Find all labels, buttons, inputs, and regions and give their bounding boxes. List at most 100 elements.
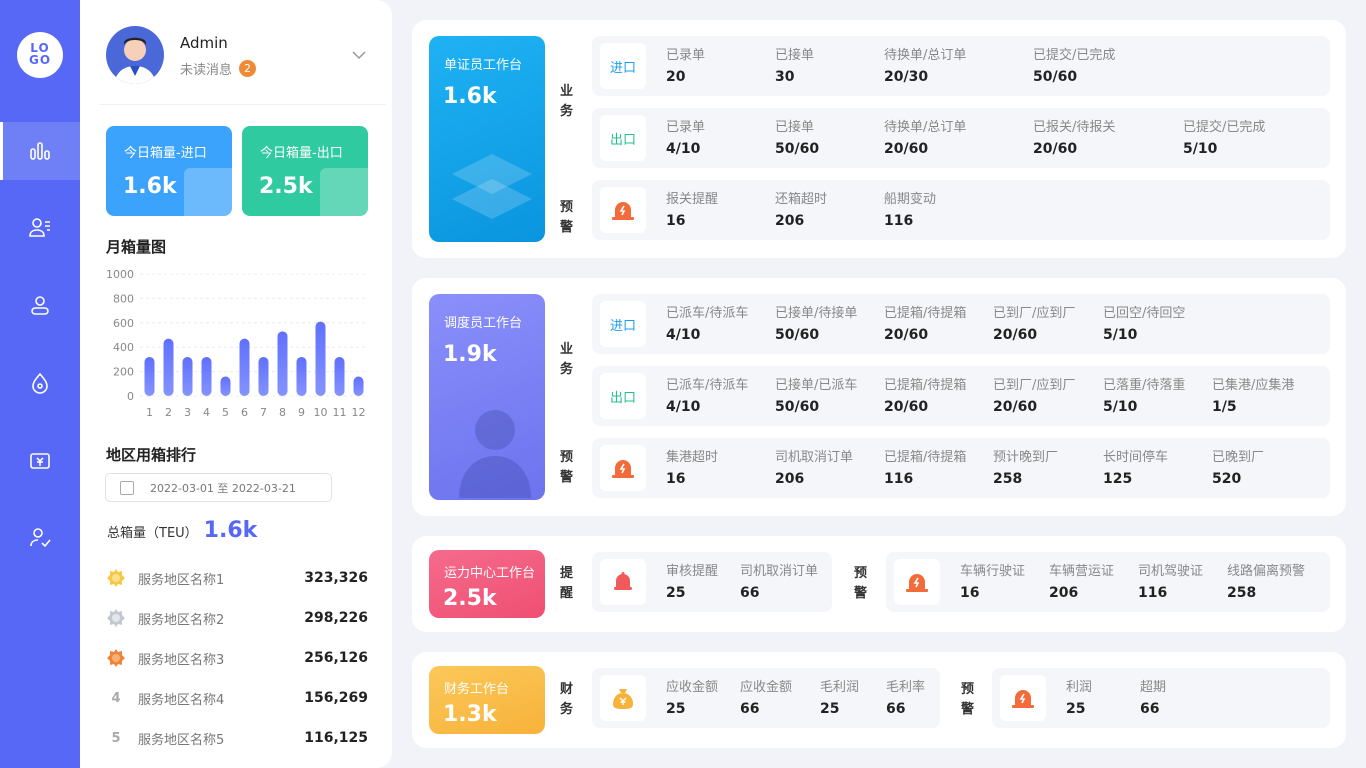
stat-cell[interactable]: 已提箱/待提箱 116 [884,446,966,487]
stat-label: 已回空/待回空 [1103,306,1186,321]
biz-label: 业务 [560,84,574,119]
stat-cell[interactable]: 线路偏离预警 258 [1227,560,1305,601]
doc-desk-panel: 单证员工作台 1.6k 业务 预警 进口 已录单 20 已接单 30 待换单/总订单… [412,20,1346,258]
calendar-icon [120,481,134,495]
chart-bar[interactable] [277,331,288,396]
stat-label: 已接单 [775,48,815,63]
stat-cell[interactable]: 已落重/待落重 5/10 [1103,374,1185,415]
stat-cell[interactable]: 审核提醒 25 [666,560,718,601]
stat-cell[interactable]: 已接单/已派车 50/60 [775,374,857,415]
stat-cell[interactable]: 已接单 30 [775,44,814,85]
chart-bar[interactable] [163,338,174,396]
stat-label: 长时间停车 [1103,450,1169,465]
chart-bar[interactable] [144,356,155,396]
stat-cell[interactable]: 已录单 4/10 [666,116,705,157]
stat-cell[interactable]: 已回空/待回空 5/10 [1103,302,1185,343]
stat-cell[interactable]: 已接单/待接单 50/60 [775,302,857,343]
nav-dashboard[interactable] [0,122,80,180]
stat-value: 25 [666,585,686,601]
stat-cell[interactable]: 已提箱/待提箱 20/60 [884,374,966,415]
stat-cell[interactable]: 报关提醒 16 [666,188,718,229]
stat-cell[interactable]: 已报关/待报关 20/60 [1033,116,1115,157]
date-range-picker[interactable]: 2022-03-01 至 2022-03-21 [105,473,332,502]
chevron-down-icon[interactable] [352,50,366,60]
stat-cell[interactable]: 已派车/待派车 4/10 [666,302,748,343]
user-name: Admin [180,34,228,52]
stat-value: 5/10 [1183,141,1218,157]
chart-bar[interactable] [353,376,364,396]
stat-cell[interactable]: 车辆营运证 206 [1049,560,1114,601]
stat-value: 258 [993,471,1023,487]
nav-profile[interactable] [0,276,80,334]
doc-desk-card[interactable]: 单证员工作台 1.6k [429,36,545,242]
stat-cell[interactable]: 应收金额 25 [666,676,718,717]
chart-bar[interactable] [258,356,269,396]
bar-chart-icon [30,142,50,160]
chart-bar[interactable] [182,356,193,396]
stat-cell[interactable]: 已集港/应集港 1/5 [1212,374,1294,415]
stat-cell[interactable]: 还箱超时 206 [775,188,827,229]
chart-bar[interactable] [334,356,345,396]
stat-cell[interactable]: 司机取消订单 206 [775,446,853,487]
nav-drop[interactable] [0,354,80,412]
monthly-chart-title: 月箱量图 [106,238,167,256]
today-import-value: 1.6k [123,174,177,199]
dispatch-desk-value: 1.9k [443,342,497,367]
chart-bar[interactable] [201,356,212,396]
stat-cell[interactable]: 司机驾驶证 116 [1138,560,1203,601]
nav-users-list[interactable] [0,198,80,256]
stat-value: 116 [884,213,914,229]
today-export-card[interactable]: 今日箱量-出口 2.5k [242,126,368,216]
finance-warn-row: 利润 25 超期 66 [992,668,1330,728]
stat-cell[interactable]: 已提箱/待提箱 20/60 [884,302,966,343]
stat-cell[interactable]: 毛利润 25 [820,676,859,717]
unread-messages[interactable]: 未读消息 2 [180,59,257,78]
stat-cell[interactable]: 利润 25 [1066,676,1092,717]
stat-cell[interactable]: 集港超时 16 [666,446,718,487]
stat-label: 已到厂/应到厂 [993,306,1076,321]
dispatch-import-row: 进口 已派车/待派车 4/10 已接单/待接单 50/60 已提箱/待提箱 20/60… [592,294,1330,354]
chart-bar[interactable] [296,356,307,396]
chart-bar[interactable] [315,321,326,396]
stat-cell[interactable]: 车辆行驶证 16 [960,560,1025,601]
stat-label: 已提交/已完成 [1183,120,1266,135]
stat-cell[interactable]: 毛利率 66 [886,676,925,717]
today-import-title: 今日箱量-进口 [124,146,207,161]
stat-cell[interactable]: 已提交/已完成 5/10 [1183,116,1265,157]
nav-finance[interactable] [0,432,80,490]
nav-user-check[interactable] [0,508,80,566]
avatar[interactable] [106,26,164,84]
stat-value: 66 [740,585,760,601]
transport-warn-row: 车辆行驶证 16 车辆营运证 206 司机驾驶证 116 线路偏离预警 258 [886,552,1330,612]
x-tick-label: 12 [352,406,366,419]
today-import-card[interactable]: 今日箱量-进口 1.6k [106,126,232,216]
stat-cell[interactable]: 船期变动 116 [884,188,936,229]
finance-desk-card[interactable]: 财务工作台 1.3k [429,666,545,734]
transport-remind-row: 审核提醒 25 司机取消订单 66 [592,552,832,612]
stat-cell[interactable]: 已到厂/应到厂 20/60 [993,374,1075,415]
stat-cell[interactable]: 已录单 20 [666,44,705,85]
stat-cell[interactable]: 长时间停车 125 [1103,446,1168,487]
stat-cell[interactable]: 超期 66 [1140,676,1166,717]
stat-cell[interactable]: 已提交/已完成 50/60 [1033,44,1115,85]
chart-bar[interactable] [220,376,231,396]
stat-cell[interactable]: 已接单 50/60 [775,116,819,157]
transport-desk-card[interactable]: 运力中心工作台 2.5k [429,550,545,618]
stat-value: 66 [740,701,760,717]
stat-cell[interactable]: 预计晚到厂 258 [993,446,1058,487]
stat-cell[interactable]: 应收金额 66 [740,676,792,717]
transport-desk-value: 2.5k [443,586,497,611]
stat-value: 4/10 [666,141,701,157]
stat-cell[interactable]: 已晚到厂 520 [1212,446,1264,487]
stat-cell[interactable]: 已到厂/应到厂 20/60 [993,302,1075,343]
dispatch-warn-row: 集港超时 16 司机取消订单 206 已提箱/待提箱 116 预计晚到厂 258 长时间… [592,438,1330,498]
stat-cell[interactable]: 待换单/总订单 20/30 [884,44,966,85]
chart-bar[interactable] [239,338,250,396]
stat-cell[interactable]: 待换单/总订单 20/60 [884,116,966,157]
stat-value: 20/60 [993,327,1038,343]
stat-cell[interactable]: 已派车/待派车 4/10 [666,374,748,415]
dispatch-desk-card[interactable]: 调度员工作台 1.9k [429,294,545,500]
stat-cell[interactable]: 司机取消订单 66 [740,560,818,601]
stat-label: 报关提醒 [666,192,719,207]
